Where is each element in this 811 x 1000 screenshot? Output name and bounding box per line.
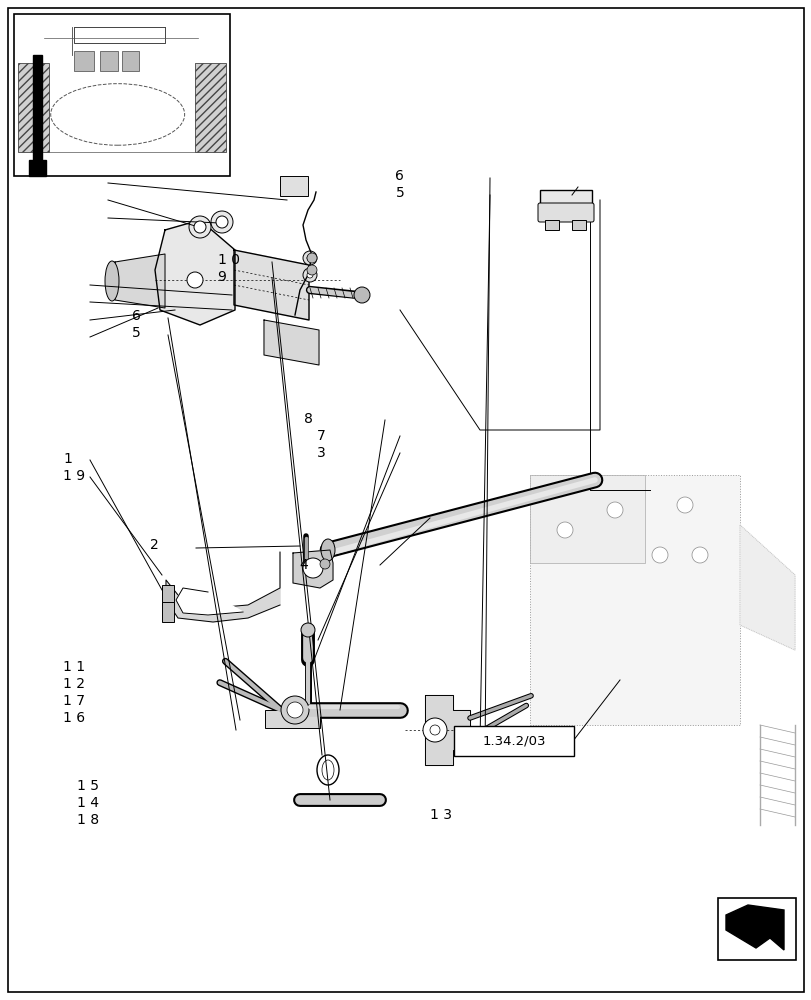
Polygon shape	[424, 695, 470, 765]
Bar	[75, 51, 94, 71]
Bar	[530, 475, 645, 562]
FancyBboxPatch shape	[453, 726, 573, 756]
Polygon shape	[155, 220, 234, 325]
Circle shape	[307, 253, 316, 263]
Text: 7: 7	[316, 429, 325, 443]
Text: 1 7: 1 7	[63, 694, 85, 708]
Text: 1 6: 1 6	[63, 711, 85, 725]
Text: 2: 2	[150, 538, 159, 552]
Circle shape	[187, 272, 203, 288]
Bar	[264, 710, 320, 728]
Circle shape	[216, 216, 228, 228]
Bar	[101, 51, 118, 71]
Polygon shape	[739, 525, 794, 650]
Bar	[539, 190, 591, 220]
Circle shape	[651, 547, 667, 563]
Circle shape	[303, 268, 316, 282]
Text: 4: 4	[298, 558, 307, 572]
Text: 5: 5	[132, 326, 141, 340]
Bar	[14, 14, 230, 176]
Polygon shape	[264, 320, 319, 365]
Circle shape	[430, 725, 440, 735]
Text: 9: 9	[217, 270, 226, 284]
Text: 1.34.2/03: 1.34.2/03	[482, 734, 545, 747]
Circle shape	[307, 272, 312, 278]
Bar	[571, 220, 586, 230]
Polygon shape	[33, 55, 42, 173]
Circle shape	[301, 623, 315, 637]
Text: 1 0: 1 0	[217, 253, 239, 267]
Circle shape	[303, 558, 323, 578]
Text: 5: 5	[395, 186, 404, 200]
Circle shape	[286, 702, 303, 718]
Text: 1 1: 1 1	[63, 660, 85, 674]
Bar	[195, 63, 225, 152]
Text: 1 2: 1 2	[63, 677, 85, 691]
Bar	[280, 176, 307, 196]
Bar	[162, 602, 174, 622]
Circle shape	[320, 559, 329, 569]
Circle shape	[423, 718, 446, 742]
Ellipse shape	[105, 261, 119, 301]
Circle shape	[303, 251, 316, 265]
Text: 1 5: 1 5	[77, 779, 99, 793]
Polygon shape	[725, 905, 783, 950]
Bar	[717, 898, 795, 960]
Polygon shape	[29, 160, 46, 176]
Circle shape	[691, 547, 707, 563]
Text: 3: 3	[316, 446, 325, 460]
Text: 1 4: 1 4	[77, 796, 99, 810]
Ellipse shape	[320, 539, 335, 561]
Bar	[122, 51, 139, 71]
Circle shape	[354, 287, 370, 303]
Bar	[544, 220, 558, 230]
Polygon shape	[176, 588, 242, 615]
Circle shape	[307, 255, 312, 261]
Polygon shape	[115, 254, 165, 308]
Text: 1: 1	[63, 452, 72, 466]
Polygon shape	[165, 552, 280, 622]
Circle shape	[194, 221, 206, 233]
Bar	[162, 585, 174, 605]
Bar	[19, 63, 49, 152]
Text: 1 9: 1 9	[63, 469, 85, 483]
Circle shape	[189, 216, 211, 238]
Text: 6: 6	[132, 309, 141, 323]
Text: 6: 6	[395, 169, 404, 183]
Polygon shape	[293, 550, 333, 588]
Bar	[530, 475, 739, 725]
Text: 1 3: 1 3	[430, 808, 452, 822]
FancyBboxPatch shape	[538, 203, 594, 222]
Circle shape	[607, 502, 622, 518]
Ellipse shape	[322, 760, 333, 780]
Polygon shape	[234, 250, 309, 320]
Circle shape	[211, 211, 233, 233]
Circle shape	[307, 265, 316, 275]
Circle shape	[281, 696, 309, 724]
Text: 1 8: 1 8	[77, 813, 99, 827]
Circle shape	[556, 522, 573, 538]
Text: 8: 8	[304, 412, 313, 426]
Ellipse shape	[316, 755, 338, 785]
Circle shape	[676, 497, 692, 513]
